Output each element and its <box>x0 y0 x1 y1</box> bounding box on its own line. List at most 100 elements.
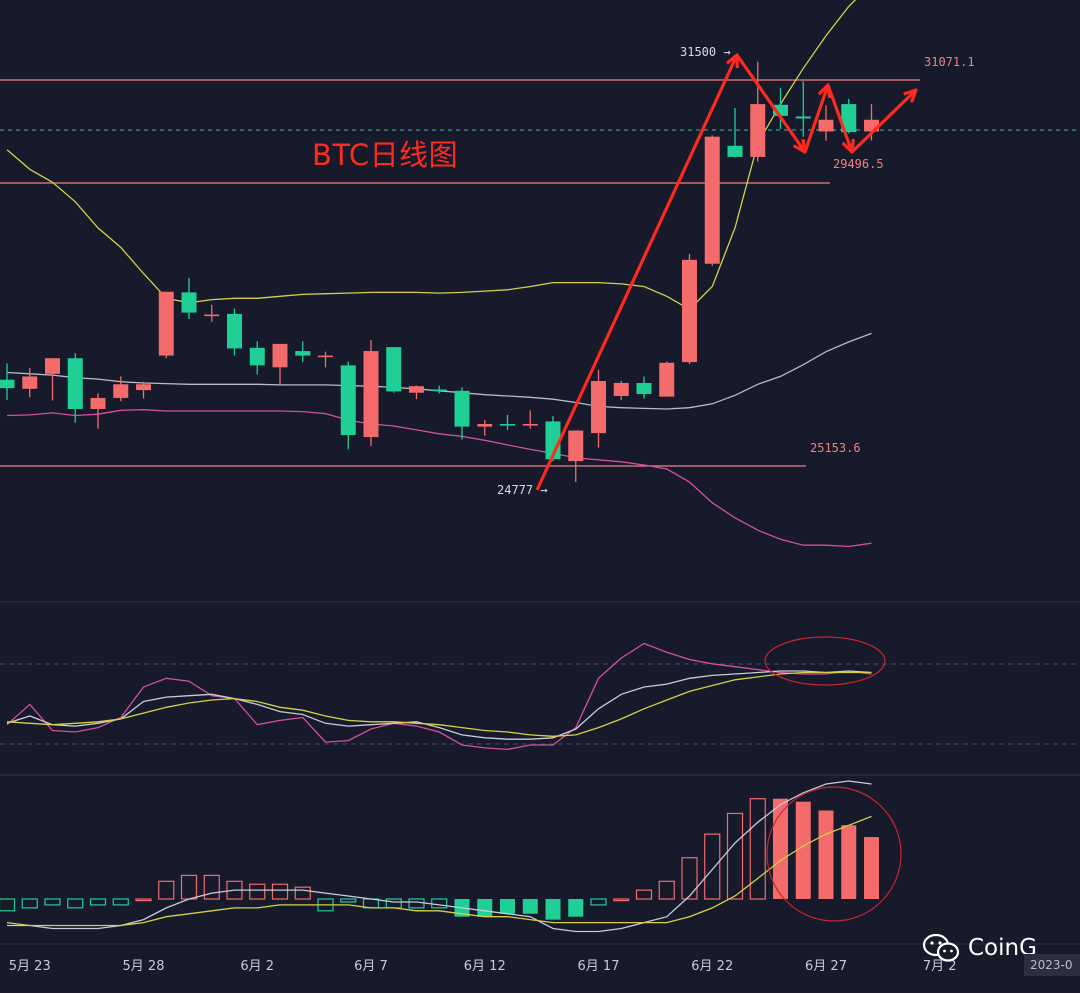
x-tick-label: 6月 17 <box>578 959 620 974</box>
histogram-bar <box>477 899 493 917</box>
candle-body <box>67 358 83 410</box>
price-levels <box>0 79 920 467</box>
candle-body <box>0 379 15 389</box>
histogram-panel <box>0 780 902 933</box>
candle-body <box>613 382 629 396</box>
annotations: 31500 → 24777 → 31071.1 29496.5 25153.6 <box>497 45 975 497</box>
histogram-bar <box>340 898 357 903</box>
candle-body <box>318 355 333 358</box>
bollinger-lower <box>6 409 872 548</box>
histogram-bar <box>112 898 129 906</box>
histogram-bar <box>385 898 402 909</box>
kdj-k-line <box>6 670 872 740</box>
date-tag: 2023-0 <box>1024 954 1080 976</box>
candle-body <box>295 351 311 356</box>
chart-title: BTC日线图 <box>312 138 459 172</box>
candle-body <box>841 104 857 133</box>
histogram-bar <box>135 898 152 902</box>
panel-grid <box>0 129 1080 945</box>
candle-body <box>682 259 697 363</box>
x-tick-label: 7月 2 <box>923 959 957 974</box>
candle-body <box>204 314 220 317</box>
histogram-bar <box>249 883 266 900</box>
trend-arrow-path <box>535 53 918 491</box>
histogram-bar <box>773 798 788 899</box>
histogram-bar <box>864 837 879 899</box>
kdj-d-line <box>6 671 872 737</box>
kdj-highlight-circle <box>764 636 886 686</box>
histogram-bar <box>704 833 721 900</box>
candle-body <box>136 384 151 391</box>
candle-body <box>454 390 470 427</box>
candle-body <box>636 382 652 395</box>
x-tick-label: 6月 7 <box>354 959 388 974</box>
candle-body <box>409 386 424 393</box>
candle-body <box>22 376 38 389</box>
candle-body <box>386 347 402 392</box>
bollinger-middle <box>6 332 872 410</box>
level-label-31071: 31071.1 <box>924 55 975 69</box>
candle-body <box>795 116 811 119</box>
candle-body <box>568 430 584 462</box>
arrow-head <box>725 53 739 69</box>
candle-body <box>181 292 197 313</box>
level-label-29496: 29496.5 <box>833 157 884 171</box>
histogram-bar <box>658 880 675 900</box>
high-price-label: 31500 → <box>680 45 731 59</box>
histogram-bar <box>568 899 584 917</box>
candle-body <box>363 351 379 438</box>
wechat-icon <box>922 933 960 962</box>
candle-body <box>90 397 106 410</box>
histogram-bar <box>431 898 448 909</box>
level-label-25153: 25153.6 <box>810 441 861 455</box>
bollinger-bands <box>6 0 872 548</box>
x-axis: 5月 23 5月 28 6月 2 6月 7 6月 12 6月 17 6月 22 6月 27 7月… <box>9 959 957 974</box>
arrow-head <box>817 83 832 99</box>
x-tick-label: 6月 2 <box>240 959 274 974</box>
histogram-bar <box>158 880 175 900</box>
histogram-bar <box>590 898 607 906</box>
candle-body <box>431 389 447 392</box>
x-tick-label: 6月 27 <box>805 959 847 974</box>
candle-body <box>45 358 60 374</box>
candle-body <box>704 136 720 264</box>
histogram-slow-line <box>6 815 872 927</box>
histogram-bar <box>749 798 766 900</box>
candle-body <box>113 384 129 398</box>
histogram-bar <box>203 874 220 900</box>
arrow-head <box>841 138 855 154</box>
histogram-bar <box>0 898 16 912</box>
histogram-bar <box>818 810 834 899</box>
candle-body <box>272 343 288 368</box>
histogram-bar <box>726 812 744 900</box>
arrow-head <box>903 88 918 103</box>
histogram-bar <box>795 801 811 899</box>
candle-body <box>750 104 766 157</box>
histogram-bar <box>522 899 538 914</box>
histogram-bar <box>89 898 107 906</box>
candle-body <box>773 104 788 116</box>
histogram-bar <box>44 898 61 906</box>
bollinger-upper <box>6 0 857 311</box>
histogram-bar <box>67 898 84 909</box>
kdj-panel <box>6 636 886 751</box>
candlesticks <box>0 61 879 482</box>
histogram-bar <box>681 857 698 900</box>
histogram-bar <box>408 898 425 909</box>
histogram-bar <box>613 898 630 902</box>
x-tick-label: 5月 23 <box>9 959 51 974</box>
histogram-fast-line <box>7 780 872 933</box>
candle-body <box>727 145 743 157</box>
kdj-j-line <box>6 642 872 751</box>
candle-body <box>500 424 515 426</box>
histogram-bar <box>841 825 857 899</box>
histogram-bar <box>500 899 515 914</box>
candle-body <box>864 119 879 132</box>
candle-body <box>340 365 356 436</box>
histogram-bar <box>294 886 311 900</box>
histogram-bar <box>271 883 289 900</box>
x-tick-label: 6月 12 <box>464 959 506 974</box>
arrow-head <box>792 138 807 154</box>
candle-body <box>249 347 265 366</box>
